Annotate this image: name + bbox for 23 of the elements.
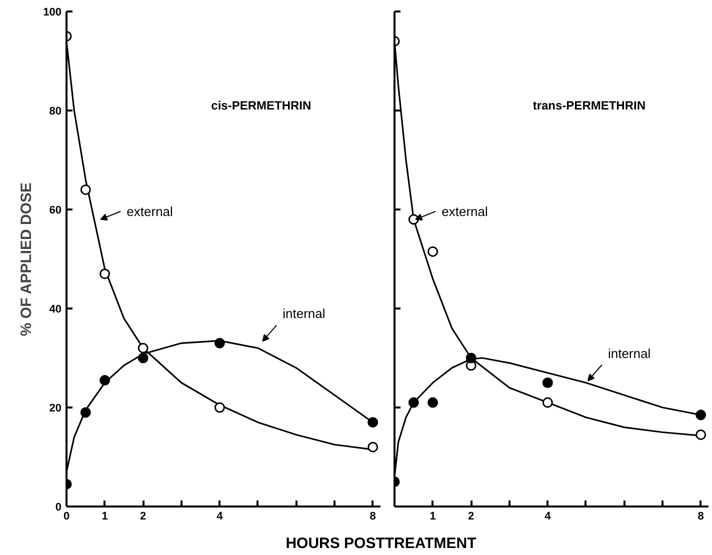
y-tick-label: 40: [49, 304, 62, 316]
x-tick-label: 1: [430, 510, 436, 522]
y-tick-label: 20: [49, 402, 62, 414]
y-tick-label: 100: [43, 6, 62, 18]
annotation: external: [442, 204, 488, 219]
x-axis-title: HOURS POSTTREATMENT: [286, 534, 476, 554]
x-tick-label: 2: [140, 510, 146, 522]
y-tick-label: 60: [49, 204, 62, 216]
x-tick-label: 0: [63, 510, 70, 522]
text: cis-PERMETHRIN: [211, 98, 312, 113]
x-tick-label: 4: [216, 510, 224, 522]
annotation: internal: [608, 346, 651, 361]
annotation: internal: [282, 306, 326, 322]
y-axis-title: % OF APPLIED DOSE: [18, 182, 36, 336]
x-tick-label: 8: [698, 510, 704, 522]
x-tick-label: 4: [544, 510, 552, 522]
x-tick-label: 8: [370, 510, 376, 522]
y-tick-label: 80: [49, 106, 62, 118]
y-tick-label: 0: [55, 502, 62, 514]
text: trans-PERMETHRIN: [532, 98, 646, 113]
annotation: external: [126, 204, 174, 219]
x-tick-label: 2: [468, 510, 474, 522]
x-tick-label: 1: [102, 510, 108, 522]
